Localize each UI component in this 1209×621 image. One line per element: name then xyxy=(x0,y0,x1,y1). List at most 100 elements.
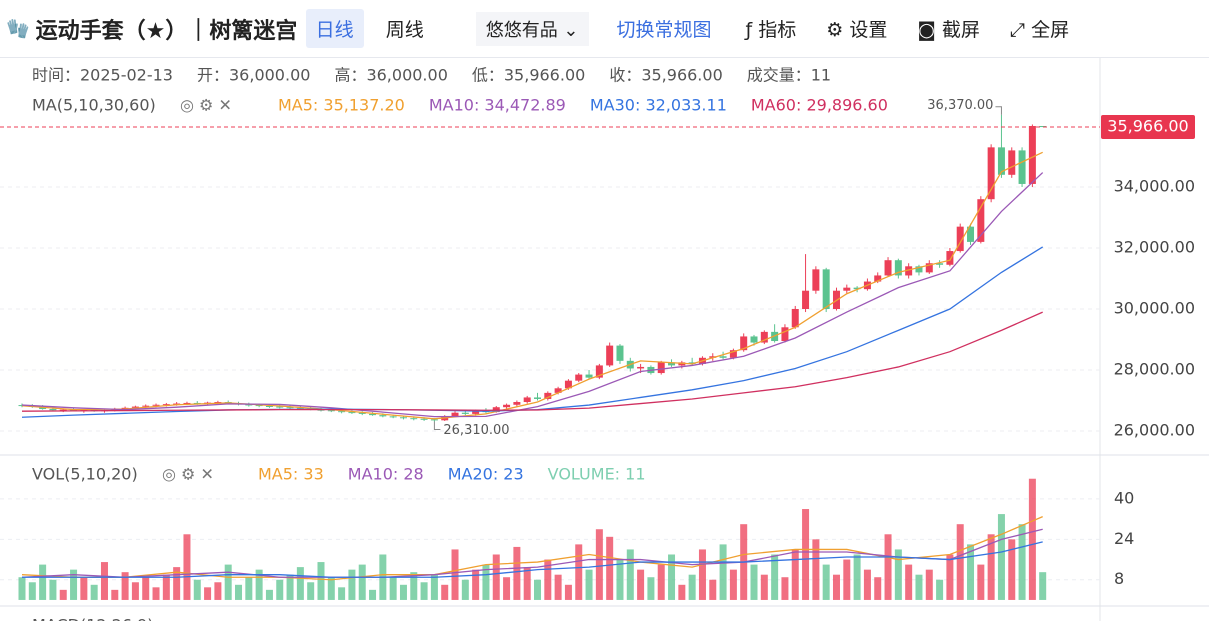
legend-entry: MA10: 34,472.89 xyxy=(429,96,566,115)
volume-bar xyxy=(49,579,57,600)
volume-bar xyxy=(503,577,511,600)
volume-bar xyxy=(709,579,717,600)
legend-icons: ◎ ⚙ ✕ xyxy=(180,96,232,115)
legend-icons: ◎ ⚙ ✕ xyxy=(162,465,214,484)
volume-bar xyxy=(235,584,243,600)
volume-bar xyxy=(905,564,913,600)
last-price-label: 35,966.00 xyxy=(1107,117,1188,136)
info-text: 时间：2025-02-13 xyxy=(32,66,173,85)
volume-bar xyxy=(245,577,253,600)
candle-body xyxy=(997,147,1005,175)
volume-bar xyxy=(369,589,377,600)
volume-bar xyxy=(70,569,78,600)
candle-body xyxy=(358,412,366,414)
tool[interactable]: ◙ 截屏 xyxy=(917,15,980,42)
volume-bar xyxy=(606,536,614,600)
volume-bar xyxy=(420,582,428,600)
candle-body xyxy=(719,356,727,358)
volume-bar xyxy=(997,514,1005,600)
volume-bar xyxy=(327,577,335,600)
candle-body xyxy=(296,407,304,409)
candle-body xyxy=(688,362,696,364)
candle-body xyxy=(513,402,521,405)
volume-bar xyxy=(678,584,686,600)
candle-body xyxy=(544,392,552,399)
candle-body xyxy=(812,269,820,291)
tab[interactable]: 周线 xyxy=(385,19,424,41)
candle-body xyxy=(523,397,531,403)
candle-body xyxy=(245,404,253,406)
volume-bar xyxy=(688,574,696,600)
volume-bar xyxy=(276,579,284,600)
candle-body xyxy=(760,331,768,343)
volume-bar xyxy=(296,567,304,600)
volume-bar xyxy=(781,577,789,600)
candle-body xyxy=(461,412,469,414)
candle-body xyxy=(853,287,861,290)
candle-body xyxy=(379,415,387,417)
candle-body xyxy=(348,412,356,414)
info-text: 收：35,966.00 xyxy=(609,66,722,85)
volume-bar xyxy=(595,529,603,600)
volume-bar xyxy=(564,584,572,600)
volume-bar xyxy=(461,579,469,600)
candle-body xyxy=(399,417,407,419)
volume-bar xyxy=(637,569,645,600)
max-label: 36,370.00 xyxy=(927,98,993,113)
candle-body xyxy=(472,411,480,414)
ma-line xyxy=(21,311,1043,412)
volume-bar xyxy=(791,549,799,600)
y-tick-label: 40 xyxy=(1114,488,1134,507)
candle-body xyxy=(131,406,139,408)
volume-bar xyxy=(750,564,758,600)
volume-bar xyxy=(884,534,892,600)
dropdown[interactable]: 悠悠有品 ⌄ xyxy=(475,11,589,46)
ma-line xyxy=(21,172,1044,418)
y-tick-label: 30,000.00 xyxy=(1114,298,1195,317)
tool[interactable]: ⚙ 设置 xyxy=(826,15,887,42)
volume-bar xyxy=(936,579,944,600)
candle-body xyxy=(750,336,758,343)
tool[interactable]: ⤢ 全屏 xyxy=(1010,15,1069,42)
volume-bar xyxy=(616,559,624,600)
volume-bar xyxy=(307,582,315,600)
dropdown-label: 悠悠有品 xyxy=(485,19,558,41)
volume-bar xyxy=(142,577,150,600)
candle-body xyxy=(894,260,902,276)
volume-bar xyxy=(338,587,346,600)
legend-entry: VOLUME: 11 xyxy=(548,465,646,484)
volume-ma-line xyxy=(22,541,1043,578)
candle-body xyxy=(1008,150,1016,175)
candle-body xyxy=(276,406,284,408)
toolbar: 🧤 运动手套（★）｜树篱迷宫 日线 周线 悠悠有品 ⌄ 切换常规图 ƒ 指标 ⚙… xyxy=(0,0,1209,58)
candle-body xyxy=(595,365,603,378)
tool[interactable]: ƒ 指标 xyxy=(746,15,797,42)
volume-bar xyxy=(863,569,871,600)
candle-body xyxy=(729,350,737,358)
candle-body xyxy=(616,345,624,361)
candle-body xyxy=(822,269,830,309)
volume-bar xyxy=(967,544,975,600)
volume-bar xyxy=(1039,572,1047,600)
legend-entry: MA5: 33 xyxy=(258,465,324,484)
candle-body xyxy=(1039,126,1047,128)
legend-entry: MA5: 35,137.20 xyxy=(278,96,405,115)
candle-body xyxy=(265,405,273,407)
legend-title: MA(5,10,30,60) xyxy=(32,96,156,115)
volume-bar xyxy=(410,572,418,600)
candle-body xyxy=(956,226,964,252)
candle-body xyxy=(451,412,459,417)
candle-body xyxy=(49,409,57,411)
volume-bar xyxy=(204,587,212,600)
volume-bar xyxy=(1018,524,1026,600)
tab[interactable]: 日线 xyxy=(305,9,364,48)
switch-view[interactable]: 切换常规图 xyxy=(616,19,712,41)
legend-entry: MA10: 28 xyxy=(348,465,424,484)
volume-bar xyxy=(977,564,985,600)
volume-bar xyxy=(482,564,490,600)
volume-bar xyxy=(668,554,676,600)
candle-body xyxy=(781,327,789,342)
candle-body xyxy=(1018,150,1026,184)
candle-body xyxy=(59,409,67,411)
